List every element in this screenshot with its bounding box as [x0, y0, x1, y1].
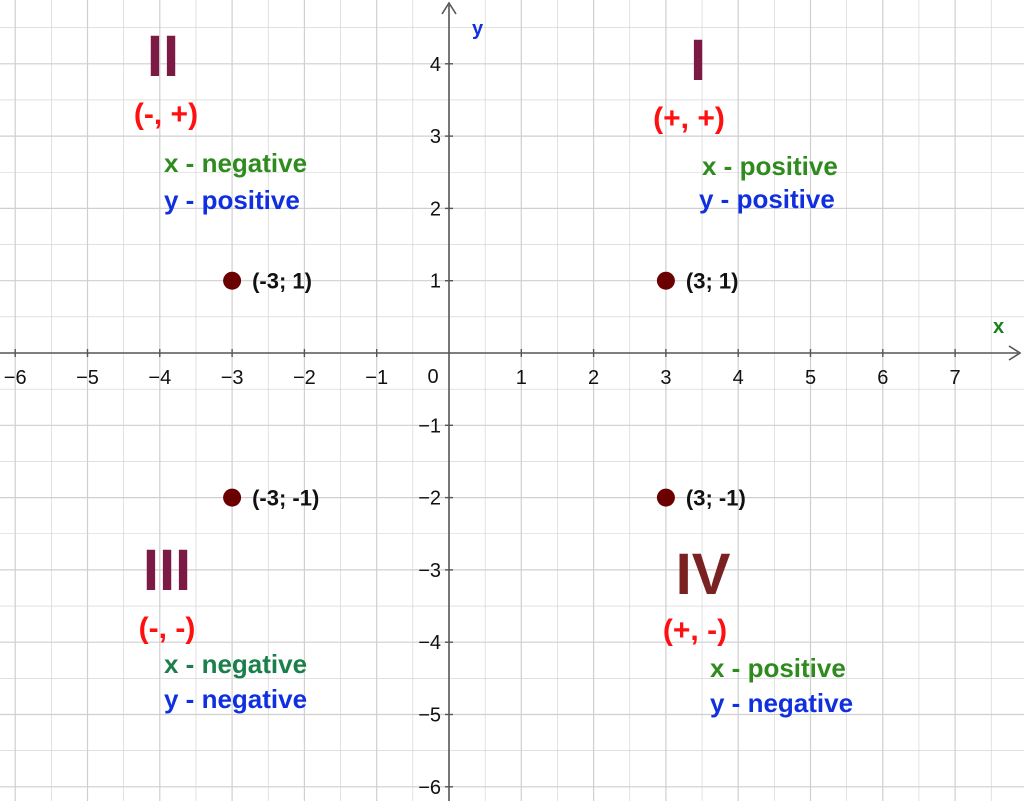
y-tick-labels: 4 3 2 1 −1 −2 −3 −4 −5 −6: [418, 54, 453, 799]
quadrant-i-signs: (+, +): [653, 102, 725, 135]
quadrant-i-annotation: I (+, +) x - positive y - positive: [653, 28, 838, 214]
x-tick-label: −6: [4, 367, 27, 389]
quadrant-iii-signs: (-, -): [139, 612, 196, 645]
point-marker: [656, 271, 675, 290]
quadrant-iii-annotation: III (-, -) x - negative y - negative: [139, 538, 307, 714]
quadrant-iv-x-desc: x - positive: [710, 653, 846, 683]
quadrant-ii-annotation: II (-, +) x - negative y - positive: [134, 24, 307, 215]
y-axis-name: y: [472, 18, 484, 40]
plotted-points: (-3; 1) (3; 1) (-3; -1) (3; -1): [223, 269, 746, 511]
quadrant-i-x-desc: x - positive: [702, 151, 838, 181]
quadrant-iii-x-desc: x - negative: [164, 649, 307, 679]
x-tick-label: 7: [950, 367, 961, 389]
y-axis-arrow-icon: [441, 1, 457, 15]
x-tick-labels: −6 −5 −4 −3 −2 −1 1 2 3 4 5 6 7: [4, 349, 961, 389]
point-label: (3; 1): [686, 269, 739, 294]
y-tick-label: −3: [418, 560, 441, 582]
quadrant-ii-signs: (-, +): [134, 98, 198, 131]
x-tick-label: 3: [660, 367, 671, 389]
x-axis-name: x: [993, 316, 1004, 338]
y-tick-label: 1: [430, 271, 441, 293]
x-tick-label: 4: [733, 367, 744, 389]
x-tick-label: 1: [516, 367, 527, 389]
quadrant-i-y-desc: y - positive: [699, 184, 835, 214]
x-tick-label: −1: [365, 367, 388, 389]
y-tick-label: 2: [430, 198, 441, 220]
point-label: (3; -1): [686, 486, 746, 511]
quadrant-iv-annotation: IV (+, -) x - positive y - negative: [663, 542, 853, 718]
point-marker: [223, 488, 242, 507]
y-tick-label: −1: [418, 415, 441, 437]
x-tick-label: 5: [805, 367, 816, 389]
point-marker: [223, 271, 242, 290]
quadrant-iii-y-desc: y - negative: [164, 684, 307, 714]
point-label: (-3; 1): [252, 269, 312, 294]
quadrant-iii-numeral: III: [143, 538, 191, 603]
point-marker: [656, 488, 675, 507]
x-tick-label: −5: [76, 367, 99, 389]
x-axis-arrow-icon: [1008, 345, 1022, 361]
quadrant-iv-numeral: IV: [676, 542, 731, 607]
x-tick-label: 2: [588, 367, 599, 389]
x-tick-label: −3: [221, 367, 244, 389]
point-label: (-3; -1): [252, 486, 319, 511]
y-tick-label: −6: [418, 777, 441, 799]
x-tick-label: 6: [877, 367, 888, 389]
origin-label: 0: [427, 366, 438, 388]
y-tick-label: −4: [418, 632, 441, 654]
y-tick-label: 4: [430, 54, 441, 76]
x-tick-label: −2: [293, 367, 316, 389]
quadrant-ii-x-desc: x - negative: [164, 148, 307, 178]
quadrant-i-numeral: I: [690, 28, 706, 93]
quadrant-iv-signs: (+, -): [663, 614, 727, 647]
y-tick-label: 3: [430, 126, 441, 148]
y-tick-label: −5: [418, 705, 441, 727]
quadrant-ii-y-desc: y - positive: [164, 185, 300, 215]
x-tick-label: −4: [148, 367, 171, 389]
y-tick-label: −2: [418, 488, 441, 510]
quadrant-iv-y-desc: y - negative: [710, 688, 853, 718]
quadrant-ii-numeral: II: [147, 24, 179, 89]
